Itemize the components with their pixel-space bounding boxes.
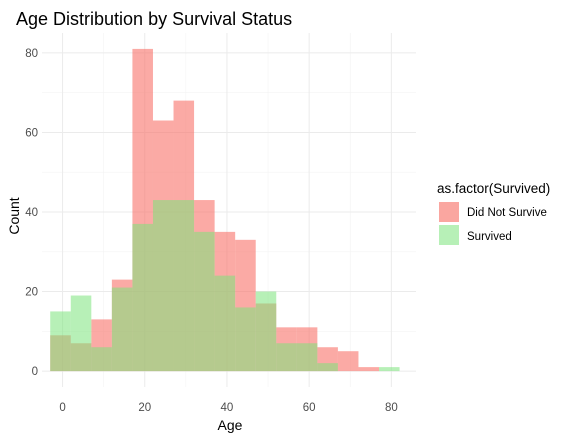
y-axis-title: Count — [6, 197, 22, 234]
legend-key-survived — [439, 225, 459, 245]
x-tick-label: 0 — [59, 402, 65, 414]
chart-title: Age Distribution by Survival Status — [16, 9, 292, 29]
histogram-bar — [379, 367, 400, 372]
x-tick-label: 60 — [303, 402, 316, 414]
x-tick-label: 80 — [385, 402, 398, 414]
legend: as.factor(Survived) Did Not Survive Surv… — [437, 181, 550, 245]
axis-tick-labels: 0 20 40 60 80 0 20 40 60 80 — [25, 48, 398, 414]
y-tick-label: 80 — [25, 48, 38, 60]
legend-label-did-not-survive: Did Not Survive — [467, 207, 547, 219]
histogram-bar — [337, 351, 359, 372]
histogram-bar — [214, 275, 236, 372]
histogram-bar — [91, 347, 112, 372]
legend-key-did-not-survive — [439, 202, 459, 222]
legend-title: as.factor(Survived) — [437, 181, 550, 196]
histogram-bar — [235, 307, 256, 372]
x-tick-label: 20 — [138, 402, 151, 414]
histogram-bar — [358, 367, 380, 372]
y-tick-label: 20 — [25, 287, 38, 299]
histogram-bar — [111, 287, 133, 372]
y-tick-label: 60 — [25, 127, 38, 139]
y-tick-label: 0 — [32, 366, 38, 378]
histogram-bar — [276, 343, 297, 372]
histogram-bar — [255, 291, 277, 372]
legend-label-survived: Survived — [467, 231, 512, 243]
histogram-bar — [50, 311, 71, 372]
histogram-bar — [132, 223, 153, 372]
x-tick-label: 40 — [221, 402, 234, 414]
histogram-bar — [70, 295, 92, 372]
histogram-bar — [296, 343, 318, 372]
histogram-bar — [317, 363, 338, 372]
histogram-bar — [152, 200, 174, 372]
y-tick-label: 40 — [25, 207, 38, 219]
survived-bars — [50, 200, 400, 372]
histogram-bar — [194, 231, 215, 372]
x-axis-title: Age — [218, 417, 243, 433]
histogram-bar — [173, 200, 195, 372]
